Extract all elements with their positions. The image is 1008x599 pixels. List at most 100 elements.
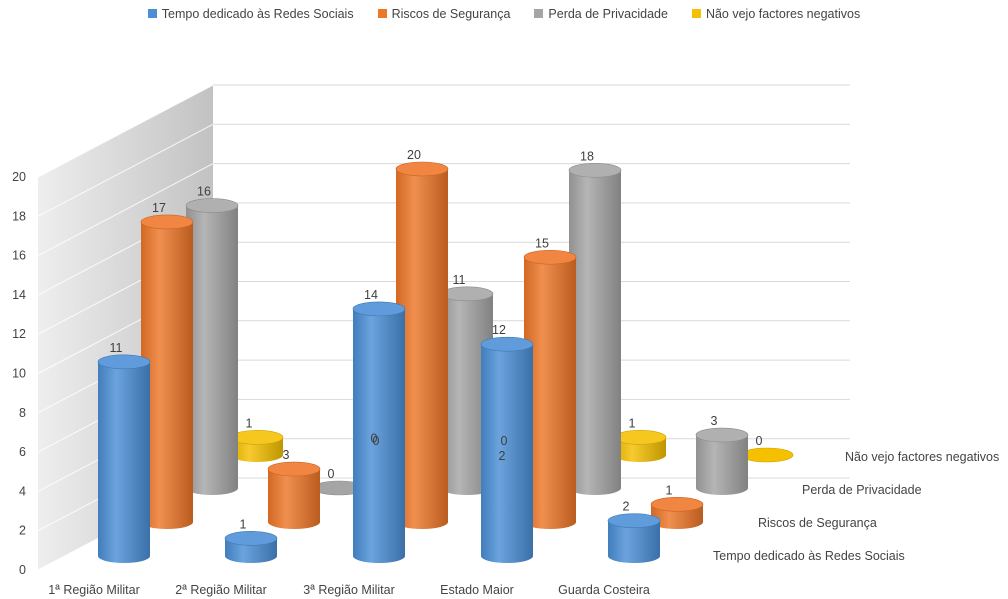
- legend-item: Riscos de Segurança: [377, 7, 510, 21]
- x-tick-label: 2ª Região Militar: [175, 583, 266, 597]
- y-tick-label: 12: [12, 327, 26, 341]
- bar: [395, 161, 449, 529]
- wall-gridline: [37, 123, 214, 217]
- bar-top: [613, 430, 667, 445]
- wall-gridline: [37, 163, 214, 257]
- bar-body: [524, 257, 576, 529]
- legend-item: Tempo dedicado às Redes Sociais: [147, 7, 354, 21]
- bars: [97, 161, 794, 563]
- data-label: 17: [152, 201, 166, 215]
- data-label: 1: [246, 416, 253, 430]
- bar-body: [98, 361, 150, 563]
- data-label: 11: [110, 341, 123, 355]
- y-tick-label: 6: [19, 445, 26, 459]
- legend-swatch: [691, 9, 701, 18]
- bar: [97, 354, 151, 563]
- data-label: 16: [197, 185, 211, 199]
- bar: [607, 513, 661, 563]
- bar-top: [140, 214, 194, 230]
- y-tick-label: 8: [19, 406, 26, 420]
- data-label: 1: [666, 483, 673, 497]
- data-label: 2: [623, 500, 630, 514]
- bar-body: [569, 170, 621, 496]
- y-tick-label: 14: [12, 288, 26, 302]
- depth-tick-label: Riscos de Segurança: [758, 516, 877, 530]
- bar-top: [185, 198, 239, 213]
- bar: [695, 427, 749, 495]
- x-tick-label: 3ª Região Militar: [303, 583, 394, 597]
- data-label: 11: [453, 273, 466, 287]
- bar-top: [267, 461, 321, 477]
- bar: [613, 430, 667, 462]
- bar-body: [441, 293, 493, 495]
- y-tick-label: 4: [19, 484, 26, 498]
- legend-label: Perda de Privacidade: [548, 7, 668, 21]
- depth-tick-label: Perda de Privacidade: [802, 483, 922, 497]
- legend-swatch: [534, 9, 544, 18]
- data-label: 3: [283, 448, 290, 462]
- data-label: 0: [328, 467, 335, 481]
- bar-top: [650, 497, 704, 512]
- y-tick-label: 2: [19, 524, 26, 538]
- bar-top: [395, 161, 449, 177]
- legend-item: Perda de Privacidade: [534, 7, 668, 21]
- depth-axis-labels: Tempo dedicado às Redes Sociais Riscos de…: [713, 450, 999, 563]
- data-label: 15: [535, 236, 549, 250]
- bar-top: [230, 430, 284, 445]
- bar-top: [740, 447, 794, 463]
- data-label: 0: [373, 434, 380, 448]
- bar-top: [224, 531, 278, 546]
- bar-top: [97, 354, 151, 370]
- legend-swatch: [377, 9, 387, 18]
- legend: Tempo dedicado às Redes Sociais Riscos de…: [0, 7, 1008, 21]
- legend-label: Tempo dedicado às Redes Sociais: [161, 7, 354, 21]
- data-label: 1: [240, 517, 247, 531]
- legend-swatch: [147, 9, 157, 18]
- bar-top: [607, 513, 661, 529]
- data-label: 3: [711, 414, 718, 428]
- bar-body: [696, 435, 748, 495]
- bar: [440, 286, 494, 495]
- bar-top: [523, 249, 577, 265]
- bar-body: [353, 308, 405, 563]
- data-label: 12: [492, 323, 506, 337]
- bar-top: [480, 336, 534, 352]
- data-label: 2: [499, 449, 506, 463]
- bar-body: [141, 221, 193, 529]
- data-label: 1: [629, 416, 636, 430]
- data-label: 0: [756, 434, 763, 448]
- x-axis-labels: 1ª Região Militar 2ª Região Militar 3ª Reg…: [48, 583, 650, 597]
- bar: [230, 430, 284, 462]
- data-label: 0: [501, 434, 508, 448]
- bar: [740, 447, 794, 463]
- y-tick-label: 16: [12, 249, 26, 263]
- bar: [650, 497, 704, 529]
- bar-top: [695, 427, 749, 443]
- depth-tick-label: Não vejo factores negativos: [845, 450, 999, 464]
- legend-item: Não vejo factores negativos: [691, 7, 860, 21]
- bar-body: [481, 344, 533, 563]
- bar-body: [268, 469, 320, 529]
- bar-top: [352, 301, 406, 317]
- data-label: 18: [580, 149, 594, 163]
- x-tick-label: Estado Maior: [440, 583, 514, 597]
- y-tick-label: 10: [12, 367, 26, 381]
- bar-top: [440, 286, 494, 302]
- bar: [352, 301, 406, 563]
- bar-top: [568, 163, 622, 178]
- bar-body: [608, 520, 660, 563]
- bar: [568, 163, 622, 496]
- y-tick-label: 18: [12, 209, 26, 223]
- x-tick-label: Guarda Costeira: [558, 583, 650, 597]
- data-label: 20: [407, 148, 421, 162]
- bar: [267, 461, 321, 529]
- bar-body: [396, 169, 448, 529]
- wall-gridline: [37, 84, 214, 178]
- y-tick-label: 20: [12, 170, 26, 184]
- data-label: 0: [371, 431, 378, 445]
- bar: [185, 198, 239, 495]
- x-tick-label: 1ª Região Militar: [48, 583, 139, 597]
- bar: [480, 336, 534, 563]
